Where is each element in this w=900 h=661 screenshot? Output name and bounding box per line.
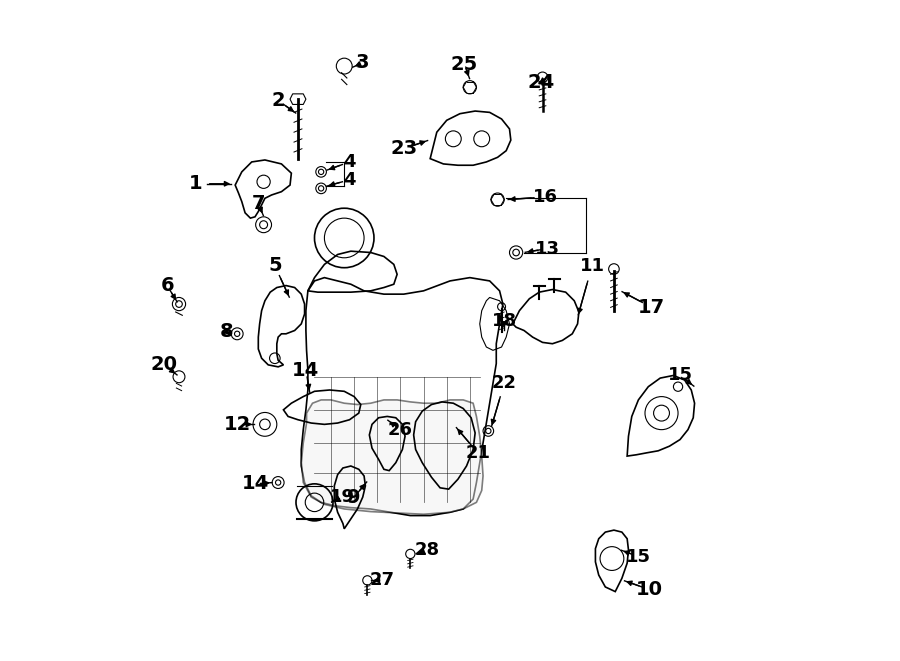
Text: 9: 9 [347, 488, 361, 506]
Text: 26: 26 [388, 420, 413, 439]
Text: 23: 23 [391, 139, 418, 158]
Text: 24: 24 [527, 73, 554, 92]
Text: 8: 8 [220, 323, 233, 341]
Text: 15: 15 [668, 366, 692, 385]
Polygon shape [302, 400, 483, 514]
Text: 5: 5 [268, 256, 282, 275]
Text: 21: 21 [465, 444, 491, 462]
Text: 19: 19 [330, 488, 356, 506]
Text: 4: 4 [343, 171, 356, 189]
Text: 15: 15 [626, 547, 651, 566]
Text: 28: 28 [414, 541, 439, 559]
Text: 3: 3 [356, 54, 370, 72]
Text: 25: 25 [451, 56, 478, 74]
Text: 14: 14 [292, 361, 320, 379]
Text: 18: 18 [491, 311, 517, 330]
Text: 16: 16 [534, 188, 558, 206]
Text: 27: 27 [370, 571, 395, 590]
Text: 17: 17 [638, 298, 665, 317]
Text: 20: 20 [151, 356, 178, 374]
Text: 14: 14 [241, 475, 268, 493]
Text: 1: 1 [189, 175, 202, 193]
Text: 22: 22 [491, 374, 517, 393]
Text: 2: 2 [271, 91, 285, 110]
Text: 4: 4 [343, 153, 356, 171]
Text: 10: 10 [636, 580, 663, 599]
Text: 11: 11 [580, 256, 605, 275]
Text: 13: 13 [536, 239, 561, 258]
Text: 12: 12 [223, 415, 251, 434]
Text: 7: 7 [252, 194, 266, 213]
Text: 6: 6 [160, 276, 174, 295]
